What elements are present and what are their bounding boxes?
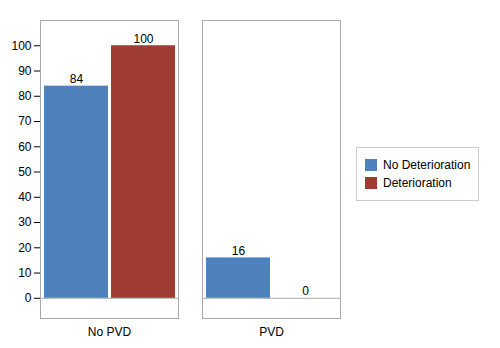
html-text:Deterioration: Deterioration [383, 176, 452, 190]
svg-text:70: 70 [18, 114, 32, 128]
svg-text:16: 16 [232, 244, 246, 258]
svg-text:50: 50 [18, 165, 32, 179]
svg-text:No PVD: No PVD [88, 325, 132, 339]
svg-text:0: 0 [25, 291, 32, 305]
svg-text:100: 100 [11, 39, 31, 53]
svg-text:0: 0 [302, 284, 309, 298]
html-text:No Deterioration: No Deterioration [383, 158, 471, 172]
svg-text:30: 30 [18, 215, 32, 229]
svg-text:PVD: PVD [259, 325, 284, 339]
svg-text:20: 20 [18, 241, 32, 255]
svg-text:100: 100 [133, 32, 153, 46]
svg-text:40: 40 [18, 190, 32, 204]
svg-text:84: 84 [70, 72, 84, 86]
svg-text:90: 90 [18, 64, 32, 78]
svg-text:60: 60 [18, 140, 32, 154]
svg-text:10: 10 [18, 266, 32, 280]
svg-text:80: 80 [18, 89, 32, 103]
